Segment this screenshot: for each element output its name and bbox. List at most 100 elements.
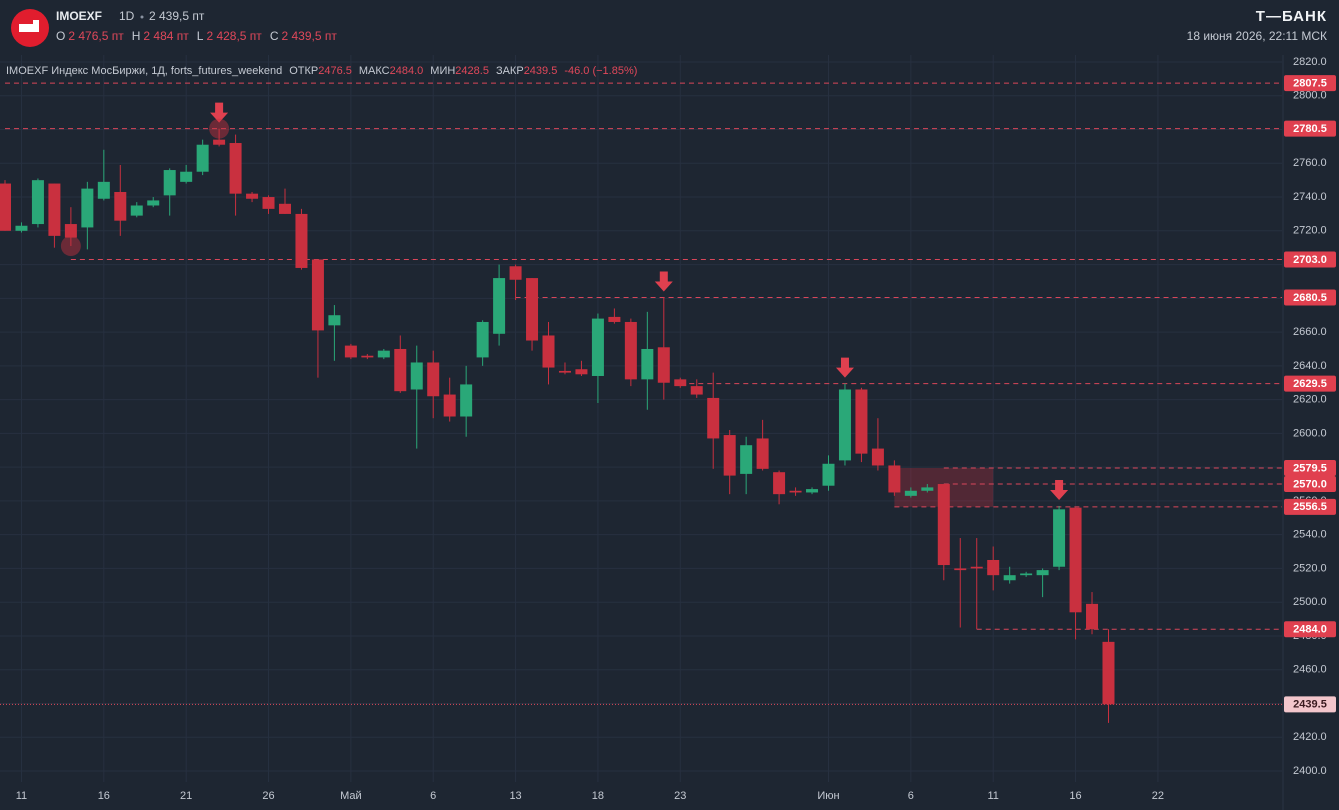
legend-value: 2476.5 — [318, 65, 352, 77]
y-tick-label: 2400.0 — [1293, 765, 1327, 777]
markers — [60, 102, 1069, 500]
legend-key: ОТКР — [289, 65, 318, 77]
y-tick-label: 2660.0 — [1293, 326, 1327, 338]
level-label-box — [1284, 289, 1336, 306]
y-tick-label: 2500.0 — [1293, 596, 1327, 608]
candle-body — [575, 369, 588, 375]
level-label-box — [1284, 459, 1336, 476]
level-label: 2807.5 — [1293, 78, 1327, 90]
x-tick-label: 16 — [1069, 790, 1081, 802]
legend-change: -46.0 (−1.85%) — [564, 65, 637, 77]
candle-body — [888, 465, 901, 493]
grid — [0, 55, 1282, 782]
candle-body — [377, 350, 390, 358]
candle-body — [81, 188, 94, 228]
y-tick-label: 2800.0 — [1293, 90, 1327, 102]
candle-body — [1069, 507, 1082, 613]
candle-body — [1036, 570, 1049, 576]
candle-body — [937, 484, 950, 566]
candle-body — [229, 143, 242, 194]
arrow-marker — [835, 357, 854, 378]
candle-body — [1086, 603, 1099, 630]
candle-body — [180, 171, 193, 182]
candle-body — [871, 448, 884, 466]
candle-body — [806, 489, 819, 493]
candle-body — [542, 335, 555, 368]
level-label: 2570.0 — [1293, 478, 1327, 490]
candle-body — [624, 321, 637, 380]
logo-mark — [19, 20, 39, 32]
candle-body — [262, 197, 275, 209]
level-label: 2703.0 — [1293, 254, 1327, 266]
separator — [140, 15, 144, 19]
candle-body — [147, 200, 160, 206]
candle-body — [64, 224, 77, 238]
level-label-box — [1284, 621, 1336, 638]
y-tick-label: 2760.0 — [1293, 157, 1327, 169]
candle-body — [558, 370, 571, 373]
candle-body — [130, 205, 143, 216]
candle-body — [1102, 641, 1115, 705]
level-label: 2629.5 — [1293, 378, 1327, 390]
candle-body — [1053, 509, 1066, 567]
level-label: 2556.5 — [1293, 501, 1327, 513]
last-price-label: 2439.5 — [1293, 699, 1327, 711]
legend-title: IMOEXF Индекс МосБиржи, 1Д, forts_future… — [6, 65, 282, 77]
candle-body — [707, 397, 720, 439]
candle-body — [690, 386, 703, 395]
candle-body — [31, 180, 44, 225]
candle-body — [674, 379, 687, 387]
candle-body — [344, 345, 357, 358]
legend-value: 2428.5 — [455, 65, 489, 77]
y-tick-label: 2540.0 — [1293, 529, 1327, 541]
level-label-box — [1284, 251, 1336, 268]
x-tick-label: 23 — [674, 790, 686, 802]
arrow-marker — [1050, 479, 1069, 500]
candle-body — [591, 318, 604, 376]
x-tick-label: 21 — [180, 790, 192, 802]
axis: 2400.02420.02440.02460.02480.02500.02520… — [16, 55, 1336, 810]
candle-body — [0, 183, 11, 231]
candle-body — [97, 181, 110, 199]
arrow-marker — [210, 102, 229, 123]
point-marker — [60, 236, 81, 257]
candle-body — [410, 362, 423, 390]
candle-body — [855, 389, 868, 454]
ohlc-value: 2 476,5 пт — [68, 29, 124, 43]
level-label: 2484.0 — [1293, 624, 1327, 636]
x-tick-label: 18 — [592, 790, 604, 802]
level-label-box — [1284, 120, 1336, 137]
level-label-box — [1284, 75, 1336, 92]
x-tick-label: 16 — [98, 790, 110, 802]
y-tick-label: 2740.0 — [1293, 191, 1327, 203]
legend-key: МИН — [430, 65, 455, 77]
candle-body — [773, 472, 786, 495]
y-tick-label: 2600.0 — [1293, 427, 1327, 439]
brand: T—БАНК — [1256, 8, 1327, 25]
arrow-marker — [654, 271, 673, 292]
candle-body — [657, 347, 670, 383]
x-tick-label: Май — [340, 790, 362, 802]
legend-value: 2484.0 — [390, 65, 424, 77]
ohlc-value: 2 484 пт — [143, 29, 189, 43]
candle-body — [48, 183, 61, 236]
candle-body — [526, 278, 539, 341]
x-tick-label: 13 — [509, 790, 521, 802]
x-tick-label: 11 — [16, 790, 27, 802]
candle-body — [493, 278, 506, 334]
candle-body — [163, 170, 176, 196]
last-price-box — [1284, 696, 1336, 713]
price: 2 439,5 пт — [149, 9, 205, 23]
candle-body — [476, 321, 489, 358]
candle-body — [740, 445, 753, 474]
candle-body — [723, 435, 736, 476]
y-tick-label: 2720.0 — [1293, 225, 1327, 237]
levels — [0, 82, 1282, 705]
level-label: 2579.5 — [1293, 462, 1327, 474]
level-label-box — [1284, 375, 1336, 392]
candle-body — [328, 315, 341, 326]
x-tick-label: 26 — [262, 790, 274, 802]
